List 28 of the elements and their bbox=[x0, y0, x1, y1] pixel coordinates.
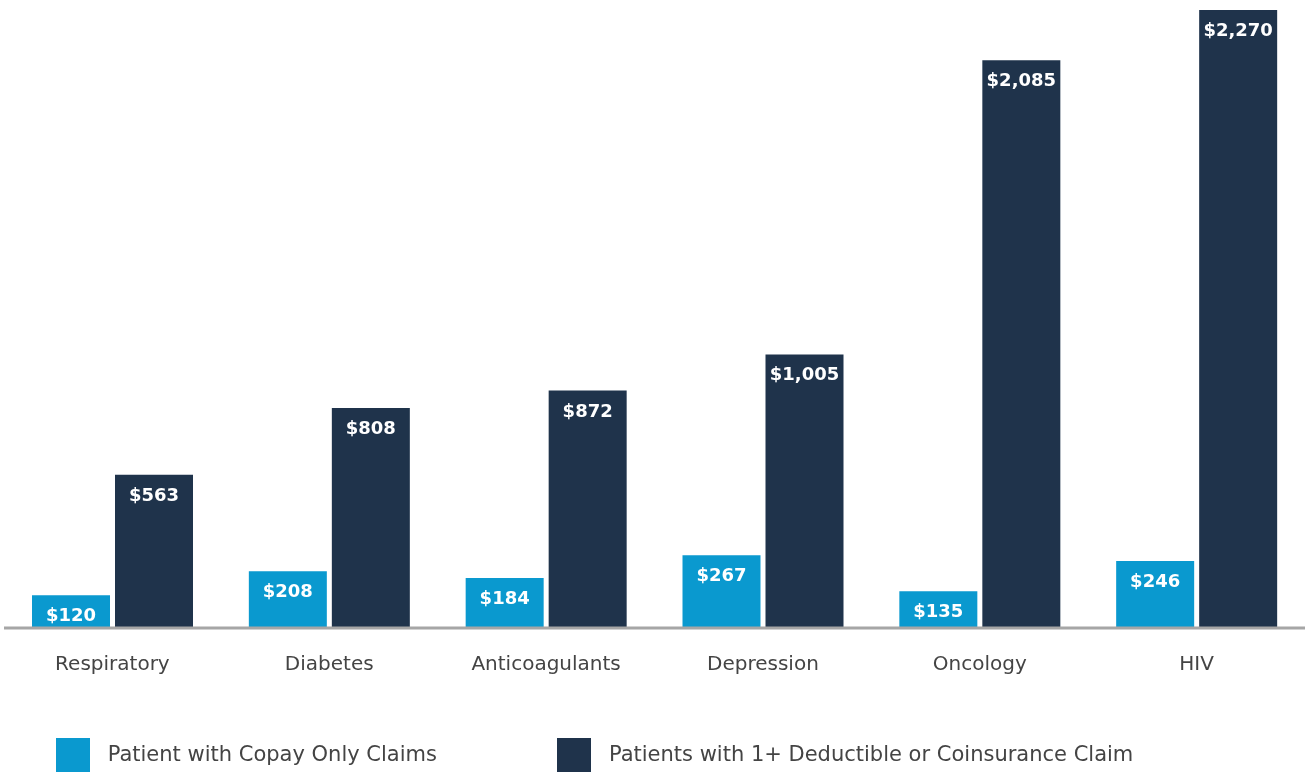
data-label: $1,005 bbox=[769, 363, 840, 385]
data-label: $563 bbox=[128, 483, 180, 505]
x-tick-label: Depression bbox=[707, 651, 819, 676]
legend-label: Patients with 1+ Deductible or Coinsurance Claim bbox=[608, 742, 1134, 766]
x-tick-label: HIV bbox=[1179, 651, 1215, 676]
bar bbox=[982, 60, 1061, 628]
data-label: $184 bbox=[479, 586, 530, 608]
bar bbox=[1199, 10, 1278, 628]
data-label: $872 bbox=[562, 399, 613, 421]
data-label: $2,270 bbox=[1203, 19, 1273, 40]
data-label: $246 bbox=[1130, 570, 1181, 592]
legend-label: Patient with Copay Only Claims bbox=[107, 742, 437, 766]
data-label: $808 bbox=[345, 417, 396, 439]
x-tick-label: Diabetes bbox=[284, 651, 374, 676]
bar bbox=[548, 390, 627, 628]
bar bbox=[331, 408, 410, 628]
data-label: $135 bbox=[913, 600, 964, 622]
data-label: $2,085 bbox=[986, 69, 1057, 91]
data-label: $120 bbox=[45, 604, 97, 626]
x-tick-label: Anticoagulants bbox=[471, 651, 621, 676]
data-label: $208 bbox=[262, 580, 313, 602]
x-tick-label: Oncology bbox=[932, 651, 1027, 676]
bar bbox=[765, 354, 844, 628]
bar bbox=[682, 555, 761, 628]
bar bbox=[115, 474, 193, 628]
data-label: $267 bbox=[696, 564, 747, 586]
bar bbox=[1116, 561, 1195, 628]
x-tick-label: Respiratory bbox=[55, 651, 170, 676]
